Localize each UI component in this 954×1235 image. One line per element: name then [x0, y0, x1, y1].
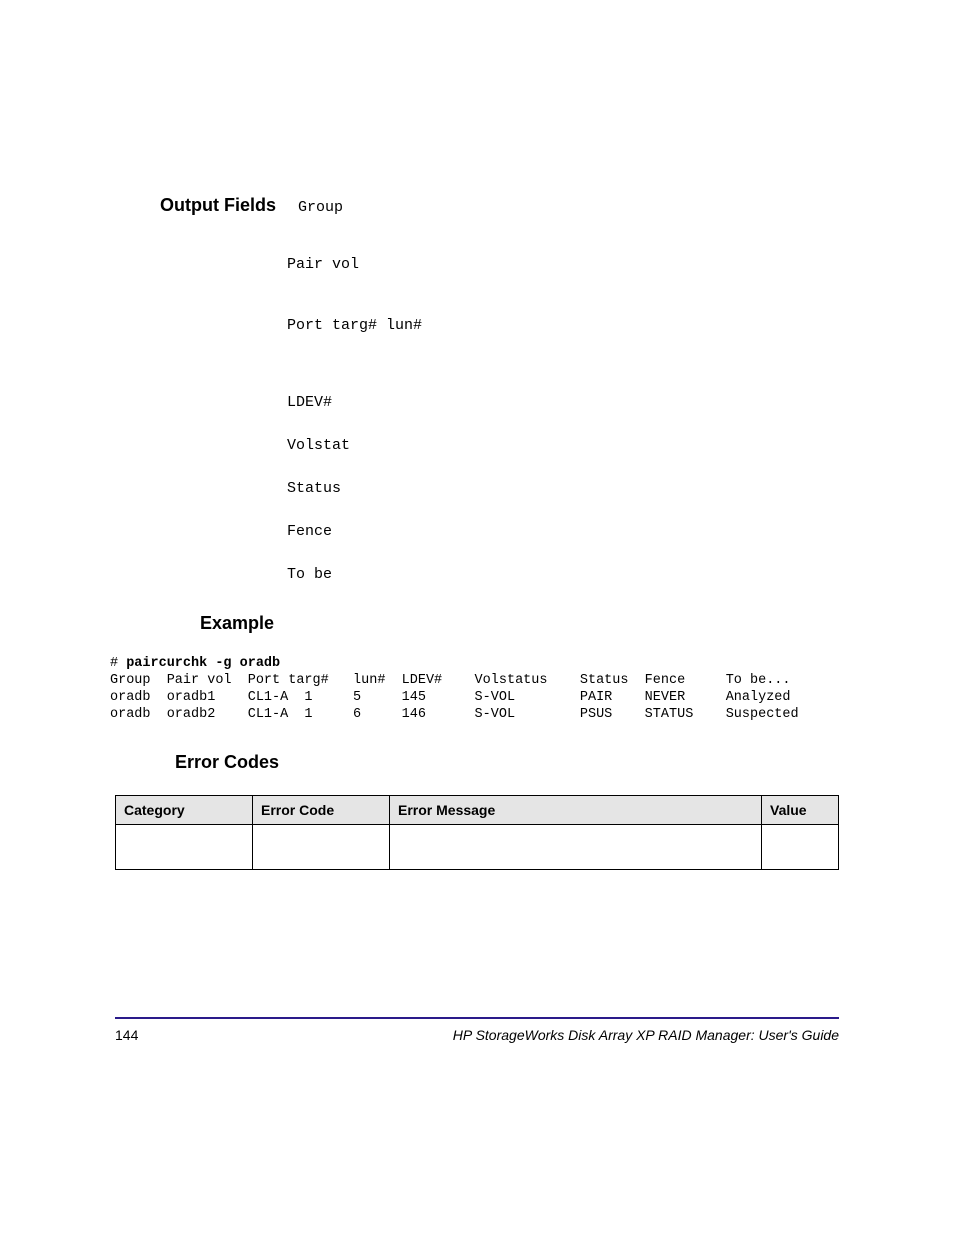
table-header: Category — [116, 795, 253, 824]
table-header: Error Code — [253, 795, 390, 824]
table-header: Value — [762, 795, 839, 824]
output-fields-heading: Output Fields — [160, 195, 276, 216]
example-row: oradb oradb2 CL1-A 1 6 146 S-VOL PSUS ST… — [110, 707, 799, 722]
output-field-item: Fence — [287, 523, 839, 540]
table-row — [116, 824, 839, 869]
example-row: oradb oradb1 CL1-A 1 5 145 S-VOL PAIR NE… — [110, 690, 791, 705]
error-codes-heading: Error Codes — [175, 752, 839, 773]
table-cell — [390, 824, 762, 869]
error-codes-table: Category Error Code Error Message Value — [115, 795, 839, 870]
table-cell — [116, 824, 253, 869]
page-number: 144 — [115, 1027, 138, 1043]
example-heading: Example — [200, 613, 839, 634]
output-field-item: Volstat — [287, 437, 839, 454]
output-field-item: Port targ# lun# — [287, 317, 839, 334]
output-field-item: Status — [287, 480, 839, 497]
output-field-item: To be — [287, 566, 839, 583]
table-cell — [253, 824, 390, 869]
example-header-line: Group Pair vol Port targ# lun# LDEV# Vol… — [110, 673, 791, 688]
example-block: # paircurchk -g oradb Group Pair vol Por… — [110, 656, 839, 724]
page-footer: 144 HP StorageWorks Disk Array XP RAID M… — [115, 1017, 839, 1043]
example-prompt: # — [110, 656, 126, 671]
table-cell — [762, 824, 839, 869]
doc-title: HP StorageWorks Disk Array XP RAID Manag… — [453, 1027, 839, 1043]
table-header: Error Message — [390, 795, 762, 824]
table-header-row: Category Error Code Error Message Value — [116, 795, 839, 824]
output-field-item: Group — [298, 199, 343, 216]
output-field-item: Pair vol — [287, 256, 839, 273]
output-fields-section: Output Fields Group Pair vol Port targ# … — [115, 195, 839, 583]
output-field-item: LDEV# — [287, 394, 839, 411]
example-command: paircurchk -g oradb — [126, 656, 280, 671]
